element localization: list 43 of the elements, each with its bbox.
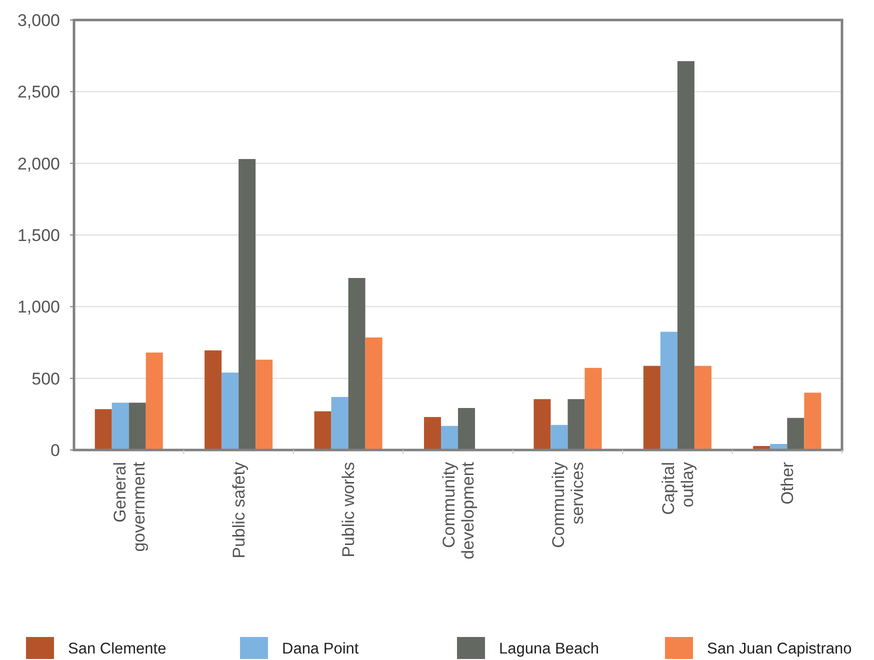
y-tick-label: 2,500 [17, 82, 60, 102]
bar [643, 366, 660, 450]
y-tick-label: 1,000 [17, 298, 60, 317]
x-tick-label: Other [778, 462, 798, 505]
bar [584, 368, 602, 450]
y-tick-label: 0 [50, 440, 60, 460]
bar [238, 159, 256, 450]
bar [146, 352, 163, 450]
x-tick-label: Public works [339, 462, 358, 558]
bar [458, 408, 476, 450]
bar [222, 372, 239, 450]
legend-label: San Juan Capistrano [707, 640, 852, 658]
bar [94, 409, 112, 450]
y-tick-label: 500 [32, 369, 60, 388]
bar [112, 402, 129, 450]
bar [314, 411, 332, 450]
bar [424, 417, 441, 450]
bar [204, 350, 222, 450]
bar [787, 418, 804, 450]
bar [804, 392, 822, 450]
bar [534, 399, 551, 450]
bar [365, 337, 382, 450]
legend-label: Laguna Beach [499, 640, 599, 658]
y-tick-label: 3,000 [17, 10, 60, 30]
x-tick-label: Capital outlay [658, 462, 697, 515]
y-tick-label: 1,500 [17, 226, 60, 245]
legend-label: Dana Point [282, 640, 360, 658]
bar [331, 396, 348, 450]
bar [256, 360, 273, 450]
x-tick-label: Public safety [230, 462, 249, 558]
legend-label: San Clemente [68, 640, 166, 658]
bar [348, 278, 366, 450]
bar [694, 366, 712, 450]
x-tick-label: Community services [549, 462, 588, 548]
y-tick-label: 2,000 [17, 154, 60, 174]
bar [550, 424, 568, 450]
bar [677, 61, 694, 450]
bar [568, 399, 585, 450]
bar [128, 402, 146, 450]
bar [660, 332, 678, 450]
x-tick-label: Community development [439, 462, 478, 560]
bar [440, 426, 458, 450]
x-tick-label: General government [110, 462, 148, 552]
